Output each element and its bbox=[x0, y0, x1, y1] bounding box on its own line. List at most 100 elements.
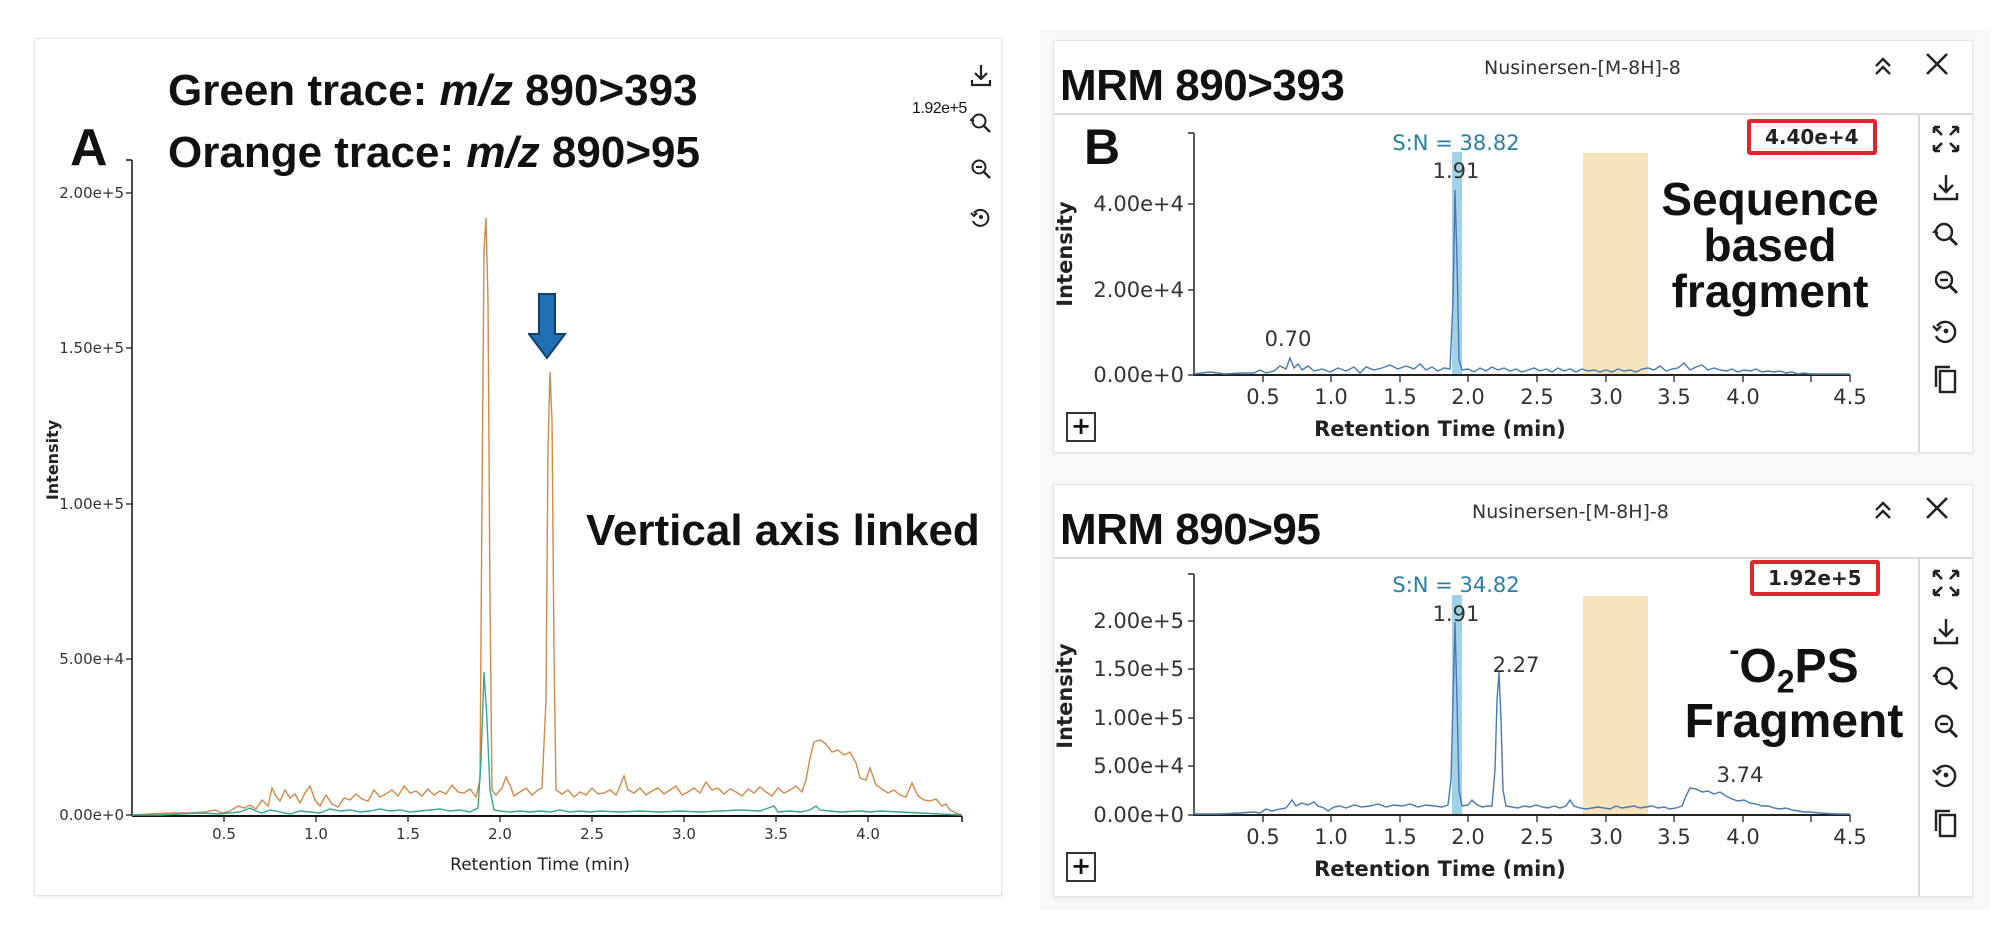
b1-xtick: 1.0 bbox=[1314, 385, 1347, 409]
annotation-ps: PS bbox=[1794, 640, 1859, 693]
reset-icon[interactable] bbox=[968, 204, 994, 230]
a-ytick-3: 5.00e+4 bbox=[59, 650, 124, 668]
b2-xtick: 1.5 bbox=[1383, 825, 1416, 849]
a-xtick: 3.5 bbox=[764, 825, 788, 843]
b1-xtick: 3.0 bbox=[1589, 385, 1622, 409]
legend-green-value: 890>393 bbox=[512, 66, 698, 115]
annotation-line: based bbox=[1703, 219, 1837, 271]
max-intensity-box: 4.40e+4 bbox=[1747, 119, 1877, 155]
b1-exclusion-band bbox=[1583, 153, 1648, 375]
chart-toolbar bbox=[1918, 559, 1972, 896]
b1-xtick: 1.5 bbox=[1383, 385, 1416, 409]
copy-icon[interactable] bbox=[1930, 363, 1962, 395]
a-xtick: 4.0 bbox=[856, 825, 880, 843]
b2-xtick: 2.0 bbox=[1451, 825, 1484, 849]
expand-icon[interactable] bbox=[1930, 567, 1962, 599]
charge-sign: - bbox=[1729, 634, 1740, 667]
close-icon[interactable] bbox=[1924, 495, 1950, 521]
b1-xlabel: Retention Time (min) bbox=[1314, 417, 1566, 441]
a-ytick-4: 0.00e+0 bbox=[59, 806, 124, 824]
b2-xtick: 4.5 bbox=[1833, 825, 1866, 849]
a-ytick-1: 1.50e+5 bbox=[59, 339, 124, 357]
reset-icon[interactable] bbox=[1930, 759, 1962, 791]
zoom-out-icon[interactable] bbox=[1930, 711, 1962, 743]
b1-xtick: 3.5 bbox=[1657, 385, 1690, 409]
b1-ylabel: Intensity bbox=[1053, 201, 1077, 307]
b2-xtick: 1.0 bbox=[1314, 825, 1347, 849]
annotation-o: O bbox=[1739, 640, 1777, 693]
expand-icon[interactable] bbox=[1930, 123, 1962, 155]
add-button[interactable]: + bbox=[1066, 852, 1096, 882]
b1-peak-label-1.91: 1.91 bbox=[1433, 159, 1480, 183]
compound-name: Nusinersen-[M-8H]-8 bbox=[1484, 57, 1681, 79]
b2-exclusion-band bbox=[1583, 596, 1648, 815]
a-ylabel: Intensity bbox=[43, 419, 62, 500]
annotation-line: Fragment bbox=[1684, 694, 1904, 748]
collapse-icon[interactable] bbox=[1870, 497, 1896, 523]
download-icon[interactable] bbox=[968, 62, 994, 88]
annotation-line: Sequence bbox=[1661, 173, 1879, 225]
a-xtick: 2.0 bbox=[488, 825, 512, 843]
b2-ytick: 5.00e+4 bbox=[1093, 754, 1184, 778]
panel-a-max-label: 1.92e+5 bbox=[912, 100, 967, 117]
legend-green: Green trace: m/z 890>393 bbox=[168, 66, 698, 116]
b2-ytick: 2.00e+5 bbox=[1093, 609, 1184, 633]
legend-orange: Orange trace: m/z 890>95 bbox=[168, 128, 700, 178]
zoom-out-icon[interactable] bbox=[1930, 267, 1962, 299]
blue-arrow-icon bbox=[528, 293, 567, 360]
sequence-fragment-annotation: Sequence based fragment bbox=[1650, 176, 1890, 314]
o2ps-fragment-annotation: -O2PS Fragment bbox=[1664, 636, 1924, 746]
max-intensity-box: 1.92e+5 bbox=[1750, 560, 1880, 596]
panel-a-chart: 2.00e+5 1.50e+5 1.00e+5 5.00e+4 0.00e+0 … bbox=[43, 159, 963, 875]
b1-xtick: 2.5 bbox=[1520, 385, 1553, 409]
b2-peak-label-2.27: 2.27 bbox=[1493, 653, 1540, 677]
b2-ytick: 1.50e+5 bbox=[1093, 657, 1184, 681]
reset-icon[interactable] bbox=[1930, 315, 1962, 347]
collapse-icon[interactable] bbox=[1870, 53, 1896, 79]
annotation-line: fragment bbox=[1671, 265, 1869, 317]
b2-peak-label-3.74: 3.74 bbox=[1717, 763, 1764, 787]
legend-orange-value: 890>95 bbox=[539, 128, 700, 177]
b1-ytick: 4.00e+4 bbox=[1093, 192, 1184, 216]
b2-sn-label: S:N = 34.82 bbox=[1392, 573, 1519, 597]
b1-sn-label: S:N = 38.82 bbox=[1392, 131, 1519, 155]
b2-ytick: 1.00e+5 bbox=[1093, 706, 1184, 730]
close-icon[interactable] bbox=[1924, 51, 1950, 77]
zoom-in-icon[interactable] bbox=[968, 110, 994, 136]
b2-xtick: 2.5 bbox=[1520, 825, 1553, 849]
panel-b-letter: B bbox=[1084, 119, 1121, 175]
b1-xtick: 4.5 bbox=[1833, 385, 1866, 409]
zoom-out-icon[interactable] bbox=[968, 156, 994, 182]
annotation-sub: 2 bbox=[1776, 663, 1795, 700]
legend-green-mz: m/z bbox=[439, 66, 513, 115]
a-xtick: 1.0 bbox=[304, 825, 328, 843]
legend-green-prefix: Green trace: bbox=[168, 66, 440, 115]
card-header: MRM 890>95 Nusinersen-[M-8H]-8 bbox=[1054, 485, 1972, 559]
a-ytick-0: 2.00e+5 bbox=[59, 184, 124, 202]
a-ytick-2: 1.00e+5 bbox=[59, 495, 124, 513]
zoom-in-icon[interactable] bbox=[1930, 219, 1962, 251]
b1-ytick: 2.00e+4 bbox=[1093, 278, 1184, 302]
chart-toolbar bbox=[1918, 115, 1972, 452]
b2-xtick: 0.5 bbox=[1246, 825, 1279, 849]
b2-xtick: 3.5 bbox=[1657, 825, 1690, 849]
b2-ylabel: Intensity bbox=[1053, 643, 1077, 749]
annotation-line: -O2PS bbox=[1664, 636, 1924, 698]
b2-peak-label-1.91: 1.91 bbox=[1433, 602, 1480, 626]
download-icon[interactable] bbox=[1930, 171, 1962, 203]
vertical-axis-linked-annotation: Vertical axis linked bbox=[586, 506, 980, 555]
copy-icon[interactable] bbox=[1930, 807, 1962, 839]
a-xlabel: Retention Time (min) bbox=[450, 855, 630, 875]
compound-name: Nusinersen-[M-8H]-8 bbox=[1472, 501, 1669, 523]
panel-b-charts: 4.00e+4 2.00e+4 0.00e+0 0.5 1.0 1.5 2.0 … bbox=[1053, 131, 1867, 881]
mrm-title: MRM 890>393 bbox=[1060, 61, 1345, 110]
add-button[interactable]: + bbox=[1066, 412, 1096, 442]
mrm-890-95-card: MRM 890>95 Nusinersen-[M-8H]-8 bbox=[1053, 484, 1973, 897]
b2-xlabel: Retention Time (min) bbox=[1314, 857, 1566, 881]
a-xtick: 2.5 bbox=[580, 825, 604, 843]
download-icon[interactable] bbox=[1930, 615, 1962, 647]
zoom-in-icon[interactable] bbox=[1930, 663, 1962, 695]
legend-orange-prefix: Orange trace: bbox=[168, 128, 467, 177]
b2-xtick: 3.0 bbox=[1589, 825, 1622, 849]
panel-a-letter: A bbox=[70, 119, 108, 177]
